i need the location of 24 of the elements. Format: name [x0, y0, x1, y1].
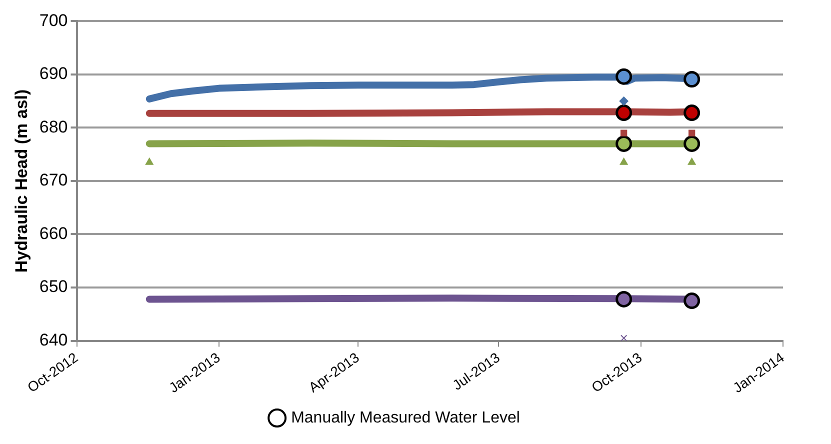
y-tick-label: 660	[39, 224, 68, 243]
y-tick-label: 700	[39, 10, 68, 30]
point	[620, 130, 628, 136]
point	[616, 104, 632, 122]
point	[619, 96, 628, 106]
point	[616, 290, 632, 308]
point	[616, 135, 632, 152]
point	[688, 130, 696, 136]
y-tick-label: 670	[39, 170, 68, 190]
y-tick-label: 680	[39, 117, 68, 136]
point	[684, 71, 700, 88]
y-tick-label: 650	[39, 277, 68, 296]
point	[620, 334, 628, 341]
point	[684, 292, 700, 310]
point	[688, 158, 696, 165]
y-tick-label: 690	[39, 64, 68, 84]
legend-label: Manually Measured Water Level	[291, 409, 520, 426]
point	[684, 135, 700, 152]
point	[616, 68, 632, 85]
point	[145, 158, 154, 165]
y-axis-title: Hydraulic Head (m asl)	[12, 89, 31, 273]
point	[620, 158, 628, 165]
point	[684, 104, 700, 122]
y-tick-label: 640	[39, 330, 68, 350]
